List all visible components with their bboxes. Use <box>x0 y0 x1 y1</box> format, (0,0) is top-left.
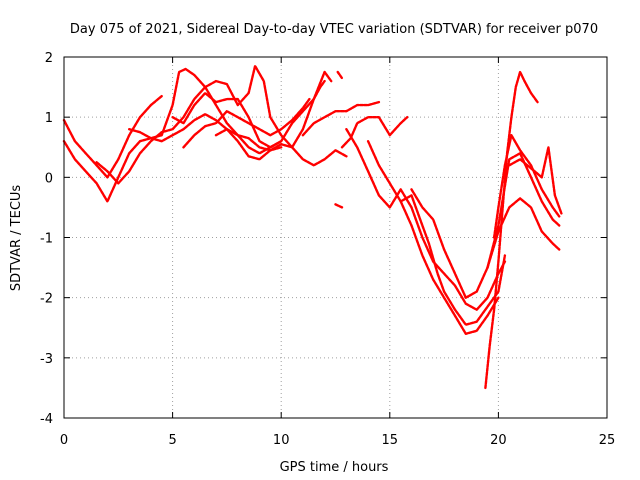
series-sat-track-q <box>492 133 561 239</box>
series-sat-track-p <box>484 70 539 390</box>
series-sat-track-g <box>214 127 348 167</box>
chart-title: Day 075 of 2021, Sidereal Day-to-day VTE… <box>70 22 598 37</box>
series-sat-track-j <box>334 203 344 209</box>
y-axis-label: SDTVAR / TECUs <box>9 185 24 292</box>
x-axis: 0 5 10 15 20 25 <box>60 57 615 448</box>
series-sat-track-i <box>336 70 344 80</box>
x-tick-label: 25 <box>599 433 616 448</box>
x-tick-label: 20 <box>490 433 507 448</box>
series-sat-track-h <box>301 100 381 137</box>
x-tick-label: 0 <box>60 433 68 448</box>
series-sat-track-f <box>182 97 311 149</box>
series-sat-track-r <box>486 197 561 269</box>
series-sat-track-n <box>399 200 500 335</box>
series-sat-track-m <box>366 139 507 326</box>
series-sat-track-d <box>127 64 326 149</box>
x-tick-label: 15 <box>382 433 399 448</box>
series-layer <box>62 64 563 390</box>
y-tick-label: 2 <box>45 51 53 66</box>
series-sat-track-a <box>62 94 163 179</box>
series-sat-track-c <box>95 85 283 185</box>
series-sat-track-l <box>345 127 507 311</box>
series-sat-track-k <box>340 115 409 149</box>
series-sat-track-s <box>508 146 563 215</box>
series-sat-track-o <box>410 152 561 299</box>
x-tick-label: 10 <box>273 433 290 448</box>
y-tick-label: -3 <box>40 352 53 367</box>
y-tick-label: -1 <box>40 232 53 247</box>
y-tick-label: -4 <box>40 412 53 427</box>
y-tick-label: -2 <box>40 292 53 307</box>
y-tick-label: 1 <box>45 111 53 126</box>
y-axis: 2 1 0 -1 -2 -3 -4 <box>40 51 607 427</box>
x-tick-label: 5 <box>168 433 176 448</box>
series-sat-track-e <box>171 70 333 149</box>
grid <box>64 57 607 418</box>
y-tick-label: 0 <box>45 171 53 186</box>
x-axis-label: GPS time / hours <box>280 460 389 475</box>
series-sat-track-b <box>62 112 283 203</box>
